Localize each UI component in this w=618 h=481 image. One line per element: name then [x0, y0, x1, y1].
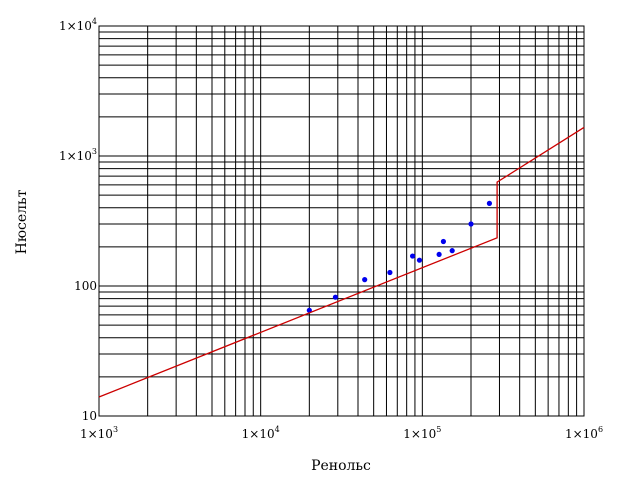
- plot-frame: [98, 25, 585, 417]
- data-point: [416, 257, 423, 263]
- data-point: [436, 251, 442, 258]
- y-tick-label: 1×104: [59, 17, 97, 33]
- y-tick-label: 1×103: [59, 147, 97, 163]
- series-layer: [98, 126, 585, 398]
- x-tick-label: 1×103: [80, 425, 118, 441]
- x-tick-label: 1×105: [403, 425, 441, 441]
- data-point: [409, 253, 416, 259]
- y-tick-labels: 10 100 1×103 1×104: [59, 17, 97, 423]
- data-point: [468, 221, 474, 227]
- series-line: [98, 126, 585, 398]
- data-point: [449, 248, 455, 254]
- x-axis-title: Ренольс: [311, 458, 371, 474]
- data-point: [362, 277, 368, 283]
- y-tick-label: 10: [82, 409, 97, 423]
- data-point: [486, 200, 493, 206]
- y-axis-title: Нюсельт: [14, 189, 30, 254]
- data-point: [387, 269, 393, 276]
- grid-lines: [99, 26, 584, 416]
- y-tick-label: 100: [74, 279, 97, 293]
- data-point: [332, 294, 339, 300]
- data-point: [306, 307, 312, 313]
- x-tick-labels: 1×103 1×104 1×105 1×106: [80, 425, 603, 441]
- x-tick-label: 1×106: [565, 425, 603, 441]
- data-point: [440, 238, 447, 245]
- x-tick-label: 1×104: [242, 425, 280, 441]
